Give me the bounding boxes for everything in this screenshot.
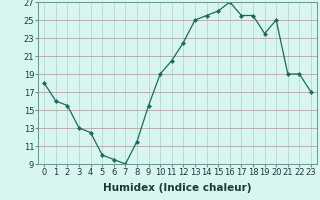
X-axis label: Humidex (Indice chaleur): Humidex (Indice chaleur) xyxy=(103,183,252,193)
